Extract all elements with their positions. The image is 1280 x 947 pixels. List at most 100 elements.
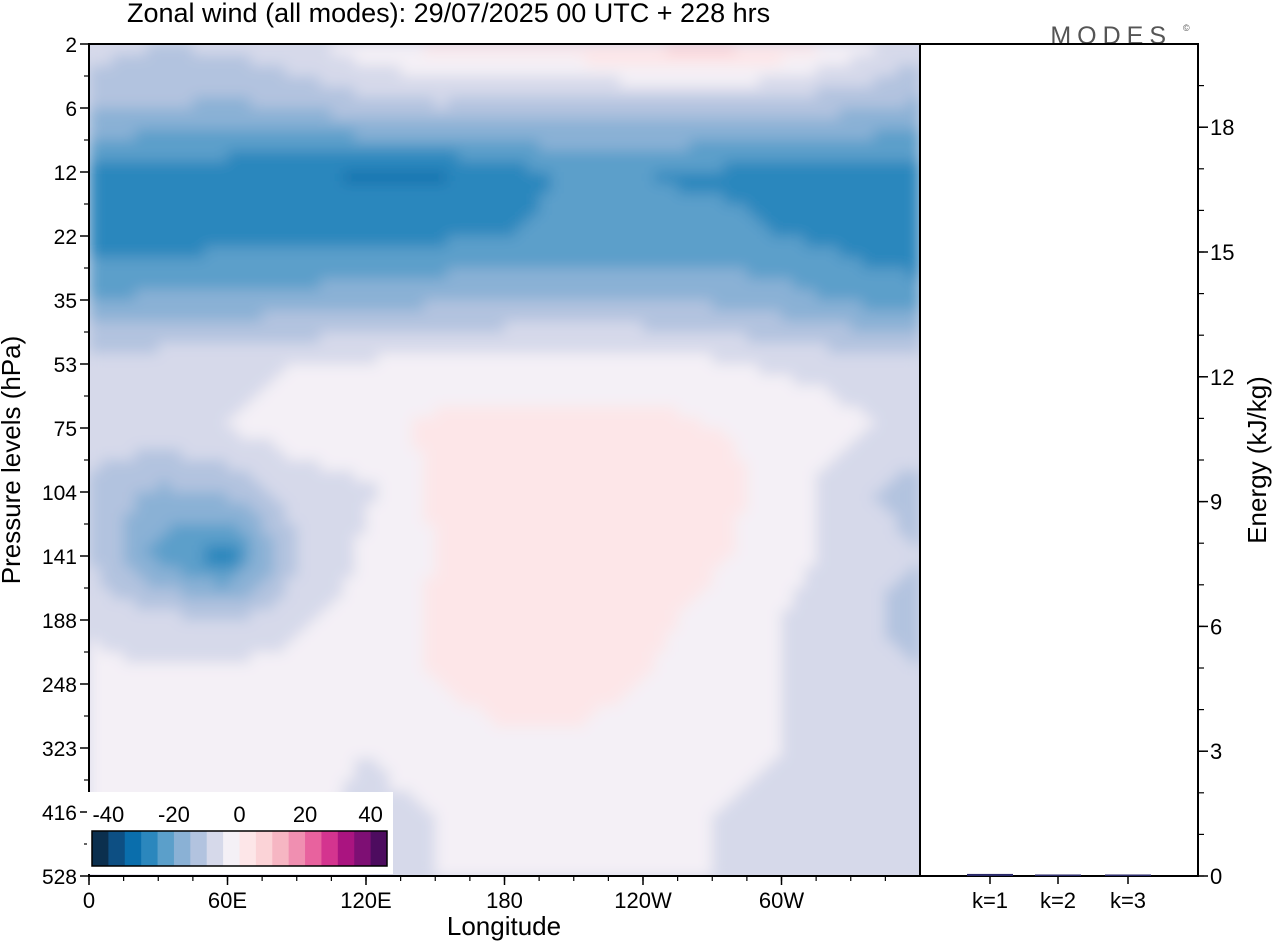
heatmap-cell [262, 214, 275, 227]
heatmap-cell [793, 182, 806, 195]
heatmap-cell [308, 108, 321, 120]
heatmap-cell [712, 406, 725, 419]
heatmap-cell [873, 748, 887, 760]
heatmap-cell [573, 278, 587, 291]
heatmap-cell [596, 428, 610, 440]
heatmap-cell [308, 534, 321, 547]
heatmap-cell [723, 406, 737, 419]
heatmap-cell [793, 353, 806, 365]
heatmap-cell [850, 449, 864, 461]
heatmap-cell [100, 481, 113, 493]
heatmap-cell [296, 289, 310, 301]
heatmap-cell [377, 385, 390, 397]
heatmap-cell [400, 673, 413, 685]
heatmap-cell [469, 620, 483, 632]
heatmap-cell [308, 204, 321, 216]
heatmap-cell [677, 321, 690, 333]
heatmap-cell [469, 332, 483, 344]
heatmap-cell [885, 140, 898, 152]
heatmap-cell [285, 588, 298, 600]
heatmap-cell [112, 108, 125, 120]
heatmap-cell [562, 44, 575, 56]
heatmap-cell [354, 780, 367, 792]
heatmap-cell [816, 684, 829, 696]
heatmap-cell [400, 246, 413, 259]
heatmap-cell [862, 97, 875, 109]
heatmap-cell [146, 556, 160, 568]
heatmap-cell [873, 150, 887, 163]
heatmap-cell [192, 172, 206, 184]
heatmap-cell [331, 545, 344, 557]
heatmap-cell [608, 54, 621, 67]
heatmap-cell [273, 470, 287, 483]
heatmap-cell [158, 310, 171, 323]
heatmap-cell [804, 257, 817, 269]
heatmap-cell [735, 129, 748, 141]
heatmap-cell [643, 652, 656, 664]
heatmap-cell [100, 364, 113, 376]
heatmap-cell [666, 620, 679, 632]
heatmap-cell [793, 662, 806, 675]
heatmap-cell [296, 268, 310, 280]
heatmap-cell [504, 598, 517, 611]
heatmap-cell [793, 737, 806, 749]
heatmap-cell [331, 193, 344, 205]
heatmap-cell [112, 737, 125, 749]
heatmap-cell [342, 684, 356, 696]
heatmap-cell [539, 97, 552, 109]
heatmap-cell [712, 502, 725, 515]
heatmap-cell [793, 673, 806, 685]
heatmap-cell [608, 353, 621, 365]
heatmap-cell [158, 65, 171, 77]
heatmap-cell [585, 65, 598, 77]
heatmap-cell [342, 204, 356, 216]
heatmap-cell [331, 705, 344, 717]
heatmap-cell [112, 76, 125, 88]
heatmap-cell [250, 428, 263, 440]
heatmap-cell [215, 364, 229, 376]
heatmap-cell [181, 44, 194, 56]
heatmap-cell [158, 396, 171, 408]
heatmap-cell [896, 129, 910, 141]
heatmap-cell [666, 737, 679, 749]
heatmap-cell [700, 449, 714, 461]
heatmap-cell [666, 534, 679, 547]
heatmap-cell [215, 513, 229, 525]
heatmap-cell [458, 385, 471, 397]
heatmap-cell [412, 726, 425, 739]
heatmap-cell [700, 236, 714, 248]
heatmap-cell [573, 374, 587, 387]
heatmap-cell [839, 705, 852, 717]
heatmap-cell [366, 438, 379, 451]
heatmap-cell [643, 118, 656, 131]
heatmap-cell [123, 161, 136, 173]
heatmap-cell [458, 310, 471, 323]
heatmap-cell [712, 470, 725, 483]
heatmap-cell [215, 374, 229, 387]
heatmap-cell [816, 374, 829, 387]
heatmap-cell [827, 76, 841, 88]
heatmap-cell [354, 108, 367, 120]
heatmap-cell [643, 193, 656, 205]
heatmap-cell [446, 460, 460, 472]
heatmap-cell [908, 524, 920, 536]
heatmap-cell [504, 257, 517, 269]
heatmap-cell [746, 214, 760, 227]
heatmap-cell [377, 86, 390, 99]
heatmap-cell [631, 737, 644, 749]
heatmap-cell [539, 502, 552, 515]
heatmap-cell [862, 534, 875, 547]
heatmap-cell [608, 268, 621, 280]
heatmap-cell [873, 438, 887, 451]
heatmap-cell [250, 204, 263, 216]
chart-title: Zonal wind (all modes): 29/07/2025 00 UT… [127, 0, 770, 28]
heatmap-cell [689, 577, 702, 589]
heatmap-cell [654, 588, 667, 600]
heatmap-cell [666, 150, 679, 163]
heatmap-cell [89, 513, 102, 525]
heatmap-cell [873, 524, 887, 536]
heatmap-cell [873, 652, 887, 664]
heatmap-cell [169, 502, 183, 515]
heatmap-cell [296, 534, 310, 547]
heatmap-cell [816, 673, 829, 685]
